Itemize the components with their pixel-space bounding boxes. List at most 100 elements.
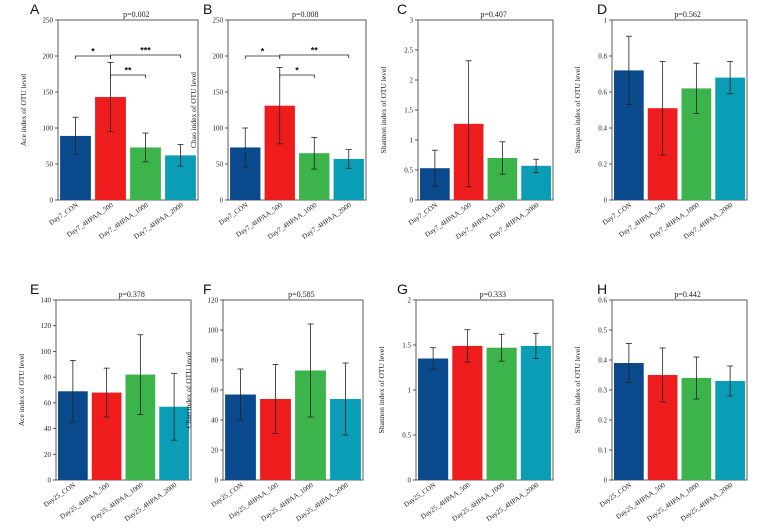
panel-letter-b: B bbox=[203, 1, 212, 17]
y-tick-label-d-5: 1 bbox=[604, 17, 608, 25]
y-tick-label-d-1: 0.2 bbox=[598, 161, 607, 169]
x-tick-label-b-0: Day7_CON bbox=[217, 201, 249, 227]
y-tick-label-c-4: 2 bbox=[410, 77, 414, 85]
y-tick-label-b-1: 50 bbox=[216, 161, 224, 169]
y-tick-label-f-3: 60 bbox=[211, 387, 219, 395]
y-tick-label-d-2: 0.4 bbox=[598, 125, 607, 133]
y-tick-label-b-3: 150 bbox=[213, 89, 224, 97]
y-tick-label-h-5: 0.5 bbox=[598, 327, 607, 335]
y-tick-label-h-4: 0.4 bbox=[598, 357, 607, 365]
y-tick-label-e-3: 60 bbox=[44, 399, 52, 407]
plot-frame-d bbox=[611, 19, 748, 201]
bar-g-0 bbox=[418, 358, 449, 480]
y-tick-label-b-5: 250 bbox=[213, 17, 224, 25]
y-tick-label-f-1: 20 bbox=[211, 447, 219, 455]
p-value-e: p=0.378 bbox=[118, 290, 145, 299]
y-tick-label-a-5: 250 bbox=[43, 17, 54, 25]
sig-bracket-b-2 bbox=[279, 54, 350, 58]
p-value-g: p=0.333 bbox=[479, 290, 506, 299]
y-tick-label-a-3: 150 bbox=[43, 89, 54, 97]
sig-bracket-a-1 bbox=[110, 74, 146, 78]
panel-letter-h: H bbox=[597, 281, 607, 297]
y-tick-label-a-0: 0 bbox=[50, 197, 54, 205]
y-axis-title-g: Shannon index of OTU level bbox=[377, 347, 386, 434]
panel-letter-c: C bbox=[397, 1, 407, 17]
y-tick-label-g-1: 0.5 bbox=[402, 432, 411, 440]
y-tick-label-e-2: 40 bbox=[44, 425, 52, 433]
sig-label-b-2: ** bbox=[311, 46, 319, 56]
y-tick-label-b-2: 100 bbox=[213, 125, 224, 133]
p-value-b: p=0.008 bbox=[292, 10, 319, 19]
y-tick-label-e-7: 140 bbox=[41, 297, 52, 305]
y-axis-title-b: Chao index of OTU level bbox=[189, 72, 198, 148]
y-tick-label-g-4: 2 bbox=[408, 297, 412, 305]
y-tick-label-h-1: 0.1 bbox=[598, 447, 607, 455]
y-tick-label-e-4: 80 bbox=[44, 374, 52, 382]
panel-letter-e: E bbox=[30, 281, 39, 297]
y-axis-title-c: Shannon index of OTU level bbox=[379, 67, 388, 154]
x-tick-label-f-0: Day25_CON bbox=[210, 481, 245, 509]
panel-letter-g: G bbox=[397, 281, 408, 297]
y-tick-label-e-1: 20 bbox=[44, 451, 52, 459]
y-tick-label-a-4: 200 bbox=[43, 53, 54, 61]
y-tick-label-b-0: 0 bbox=[220, 197, 224, 205]
y-tick-label-g-3: 1.5 bbox=[402, 342, 411, 350]
y-tick-label-c-2: 1 bbox=[410, 137, 414, 145]
y-tick-label-e-0: 0 bbox=[48, 477, 52, 485]
sig-bracket-b-1 bbox=[279, 74, 315, 78]
x-tick-label-c-0: Day7_CON bbox=[407, 201, 439, 227]
y-tick-label-f-5: 100 bbox=[208, 327, 219, 335]
panel-letter-a: A bbox=[30, 1, 40, 17]
bar-g-2 bbox=[486, 347, 517, 480]
y-axis-title-a: Ace index of OTU level bbox=[19, 74, 28, 146]
y-tick-label-a-1: 50 bbox=[46, 161, 54, 169]
p-value-c: p=0.407 bbox=[480, 10, 507, 19]
y-tick-label-e-6: 120 bbox=[41, 322, 52, 330]
sig-label-a-2: *** bbox=[140, 46, 151, 56]
bar-d-3 bbox=[715, 77, 745, 200]
p-value-d: p=0.562 bbox=[674, 10, 701, 19]
plot-frame-b bbox=[227, 19, 367, 201]
y-tick-label-g-2: 1 bbox=[408, 387, 412, 395]
p-value-f: p=0.585 bbox=[288, 290, 315, 299]
y-tick-label-d-3: 0.6 bbox=[598, 89, 607, 97]
panel-letter-f: F bbox=[203, 281, 212, 297]
y-tick-label-d-4: 0.8 bbox=[598, 53, 607, 61]
bar-h-3 bbox=[715, 381, 745, 480]
y-tick-label-g-0: 0 bbox=[408, 477, 412, 485]
sig-label-b-1: * bbox=[295, 66, 299, 76]
y-tick-label-c-5: 2.5 bbox=[404, 47, 413, 55]
sig-label-a-0: * bbox=[91, 47, 95, 57]
plot-frame-e bbox=[55, 299, 192, 481]
bar-g-1 bbox=[452, 345, 483, 480]
y-axis-title-e: Ace index of OTU level bbox=[17, 354, 26, 426]
p-value-a: p=0.002 bbox=[123, 10, 150, 19]
y-tick-label-h-0: 0 bbox=[604, 477, 608, 485]
y-tick-label-a-2: 100 bbox=[43, 125, 54, 133]
y-axis-title-d: Simpson index of OTU level bbox=[573, 67, 582, 154]
y-tick-label-f-6: 120 bbox=[208, 297, 219, 305]
y-tick-label-f-4: 80 bbox=[211, 357, 219, 365]
y-tick-label-h-3: 0.3 bbox=[598, 387, 607, 395]
x-tick-label-a-0: Day7_CON bbox=[48, 201, 80, 227]
y-tick-label-f-2: 40 bbox=[211, 417, 219, 425]
y-tick-label-e-5: 100 bbox=[41, 348, 52, 356]
y-tick-label-c-3: 1.5 bbox=[404, 107, 413, 115]
y-tick-label-h-2: 0.2 bbox=[598, 417, 607, 425]
sig-bracket-a-2 bbox=[110, 54, 181, 58]
y-tick-label-d-0: 0 bbox=[604, 197, 608, 205]
sig-label-b-0: * bbox=[261, 47, 265, 57]
y-axis-title-f: Chao index of OTU level bbox=[184, 352, 193, 428]
y-tick-label-c-1: 0.5 bbox=[404, 167, 413, 175]
y-tick-label-c-6: 3 bbox=[410, 17, 414, 25]
y-tick-label-c-0: 0 bbox=[410, 197, 414, 205]
y-tick-label-f-0: 0 bbox=[215, 477, 219, 485]
